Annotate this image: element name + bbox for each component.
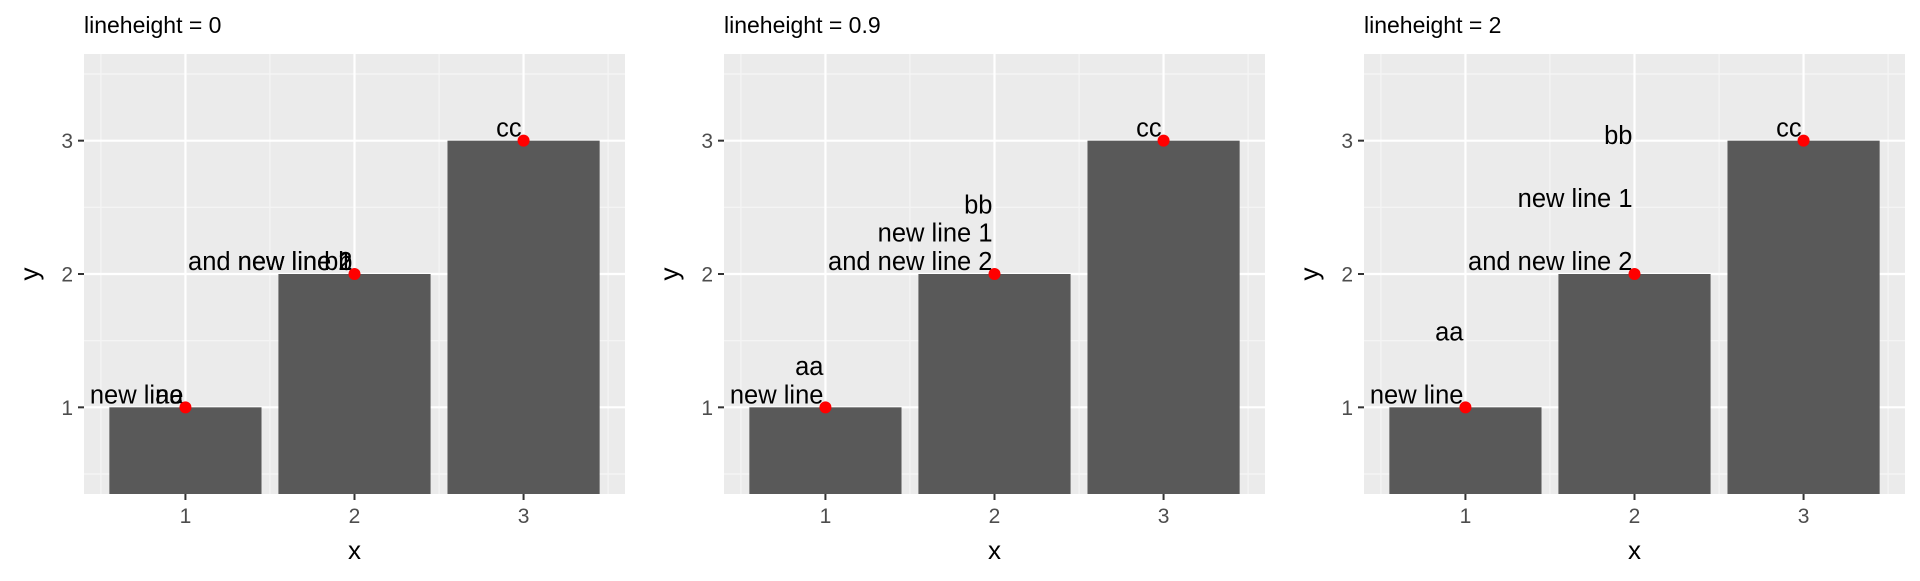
x-axis-title: x	[988, 535, 1001, 565]
point-label: new line 1	[878, 220, 993, 248]
y-tick-label: 1	[61, 397, 73, 420]
data-point-2	[1628, 268, 1641, 280]
point-label: aa	[795, 353, 824, 381]
data-point-3	[1797, 134, 1810, 147]
point-label: new line	[1370, 381, 1464, 409]
data-point-3	[1157, 134, 1170, 147]
point-label: bb	[1604, 122, 1632, 150]
point-label: and new line 2	[828, 248, 992, 276]
point-label: new line	[730, 381, 824, 409]
bar-1	[109, 407, 262, 494]
bar-1	[749, 407, 902, 494]
data-point-1	[1459, 401, 1472, 414]
point-label: and new line 2	[1468, 248, 1632, 276]
bar-3	[1727, 140, 1880, 494]
bar-2	[1558, 274, 1711, 494]
point-label: cc	[1776, 115, 1802, 143]
x-axis-title: x	[348, 535, 361, 565]
panel-title: lineheight = 0	[84, 12, 221, 38]
y-tick-label: 1	[701, 397, 713, 420]
point-label: new line 1	[238, 248, 353, 276]
x-tick-label: 3	[1798, 505, 1810, 528]
y-tick-label: 2	[1341, 264, 1353, 287]
x-tick-label: 1	[1460, 505, 1472, 528]
x-tick-label: 2	[989, 505, 1001, 528]
y-axis-title: y	[14, 268, 44, 281]
panel-title: lineheight = 2	[1364, 12, 1501, 38]
point-label: bb	[324, 248, 352, 276]
y-axis-title: y	[1294, 268, 1324, 281]
x-tick-label: 2	[1629, 505, 1641, 528]
point-label: new line 1	[1518, 185, 1633, 213]
bar-2	[278, 274, 431, 494]
point-label: aa	[155, 381, 184, 409]
data-point-3	[517, 134, 530, 147]
x-tick-label: 3	[1158, 505, 1170, 528]
bar-2	[918, 274, 1071, 494]
y-tick-label: 2	[61, 264, 73, 287]
point-label: bb	[964, 191, 992, 219]
bar-3	[447, 140, 600, 494]
data-point-1	[819, 401, 832, 414]
x-tick-label: 1	[820, 505, 832, 528]
point-label: and new line 2	[188, 248, 352, 276]
y-tick-label: 3	[1341, 130, 1353, 153]
x-tick-label: 3	[518, 505, 530, 528]
x-tick-label: 1	[180, 505, 192, 528]
panel-title: lineheight = 0.9	[724, 12, 881, 38]
y-axis-title: y	[654, 268, 684, 281]
x-axis-title: x	[1628, 535, 1641, 565]
y-tick-label: 3	[701, 130, 713, 153]
bar-3	[1087, 140, 1240, 494]
point-label: new line	[90, 381, 184, 409]
y-tick-label: 1	[1341, 397, 1353, 420]
point-label: cc	[1136, 115, 1162, 143]
y-tick-label: 3	[61, 130, 73, 153]
data-point-2	[988, 268, 1001, 280]
y-tick-label: 2	[701, 264, 713, 287]
point-label: aa	[1435, 318, 1464, 346]
data-point-1	[179, 401, 192, 414]
data-point-2	[348, 268, 361, 280]
bar-1	[1389, 407, 1542, 494]
point-label: cc	[496, 115, 522, 143]
x-tick-label: 2	[349, 505, 361, 528]
